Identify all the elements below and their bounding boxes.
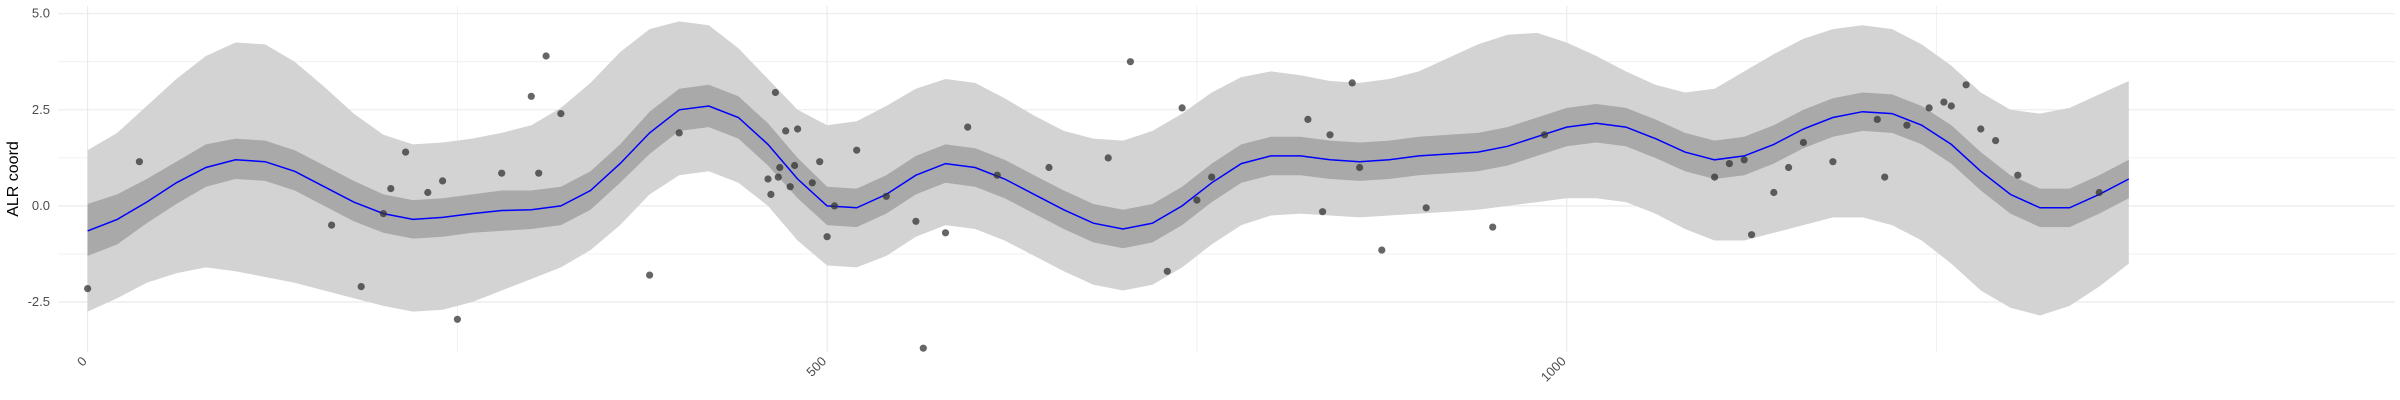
data-point	[882, 192, 890, 200]
data-point	[1947, 102, 1955, 110]
data-point	[1208, 173, 1216, 181]
data-point	[527, 92, 535, 100]
data-point	[776, 163, 784, 172]
data-point	[1356, 163, 1364, 172]
y-axis-tick-labels: -2.5 0.0 2.5 5.0	[28, 6, 50, 309]
data-point	[1873, 115, 1881, 123]
data-point	[1126, 58, 1134, 66]
data-point	[1977, 125, 1985, 133]
data-point	[767, 190, 775, 198]
data-point	[1829, 158, 1837, 166]
data-point	[1489, 223, 1497, 231]
data-point	[357, 283, 365, 291]
x-axis-tick-labels: 0 500 1000	[74, 354, 1569, 385]
data-point	[84, 285, 92, 293]
data-point	[1725, 160, 1733, 168]
confidence-bands	[87, 21, 2129, 316]
data-point	[1770, 188, 1778, 197]
data-point	[964, 123, 972, 131]
fitted-line-series	[87, 105, 2130, 232]
data-point	[2095, 188, 2103, 197]
data-point	[453, 315, 461, 323]
data-point	[1348, 79, 1356, 87]
data-point	[1940, 98, 1948, 106]
data-point	[1962, 81, 1970, 89]
data-point	[794, 125, 802, 133]
x-tick-label: 0	[74, 354, 90, 370]
data-point	[1711, 173, 1719, 181]
data-point	[439, 177, 447, 185]
x-tick-label: 1000	[1538, 354, 1569, 385]
data-point	[1045, 163, 1053, 172]
data-point	[1193, 196, 1201, 204]
data-point	[771, 88, 780, 97]
data-point	[1163, 267, 1171, 275]
y-tick-label: 2.5	[32, 102, 50, 117]
x-tick-label: 500	[803, 354, 829, 380]
data-point	[387, 185, 395, 193]
data-point	[1740, 156, 1748, 164]
data-point	[791, 161, 799, 170]
data-point	[328, 221, 336, 229]
data-point	[808, 179, 816, 187]
data-point	[1992, 137, 2000, 145]
inner-confidence-band	[87, 84, 2129, 256]
data-point	[782, 127, 790, 135]
data-point	[764, 175, 772, 183]
y-tick-label: 0.0	[32, 198, 50, 213]
data-point	[1104, 154, 1112, 162]
data-point	[542, 52, 550, 60]
data-point	[786, 183, 794, 191]
data-point	[557, 110, 565, 118]
data-point	[993, 171, 1001, 179]
data-point	[535, 169, 543, 177]
data-point	[774, 173, 782, 181]
data-point	[1304, 115, 1312, 123]
y-axis-title: ALR coord	[5, 141, 22, 217]
y-tick-label: -2.5	[28, 294, 50, 309]
data-point	[646, 271, 654, 279]
data-point	[1378, 246, 1386, 254]
data-point	[424, 188, 432, 197]
data-point	[1925, 104, 1933, 112]
data-point	[675, 129, 683, 137]
data-point	[135, 158, 143, 166]
data-point	[1903, 121, 1911, 129]
data-point	[1540, 131, 1549, 139]
data-point	[816, 158, 824, 166]
data-point	[2014, 171, 2022, 179]
data-point	[912, 217, 920, 225]
data-point	[1881, 173, 1889, 181]
data-point	[1422, 204, 1430, 212]
data-point	[1319, 208, 1327, 216]
outer-confidence-band	[87, 21, 2129, 316]
data-point	[402, 148, 410, 156]
data-point	[1785, 163, 1793, 172]
data-point	[823, 233, 831, 241]
data-point	[941, 229, 950, 237]
y-tick-label: 5.0	[32, 6, 50, 21]
data-point	[1799, 138, 1807, 147]
fitted-line	[87, 105, 2130, 232]
data-point	[379, 210, 387, 218]
data-point	[1748, 231, 1756, 239]
data-point	[1326, 131, 1334, 139]
data-point	[498, 169, 506, 177]
data-point	[919, 344, 927, 352]
data-point	[830, 202, 839, 210]
observation-points	[84, 52, 2103, 352]
data-point	[1178, 104, 1186, 112]
data-point	[853, 146, 861, 154]
